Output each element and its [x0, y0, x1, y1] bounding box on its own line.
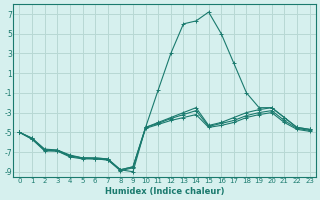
- X-axis label: Humidex (Indice chaleur): Humidex (Indice chaleur): [105, 187, 224, 196]
